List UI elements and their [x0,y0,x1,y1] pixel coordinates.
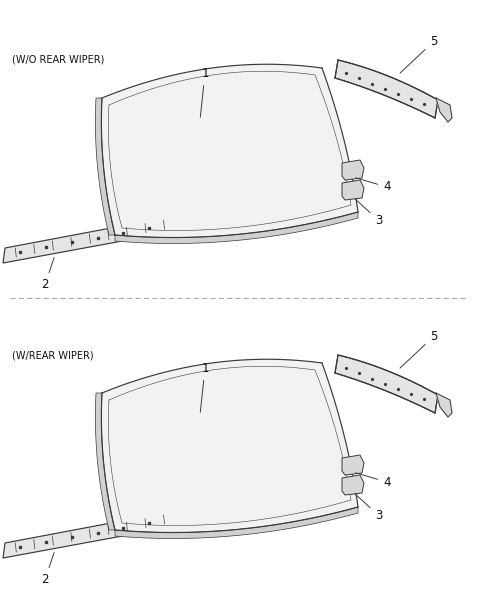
Text: 3: 3 [355,494,383,522]
Polygon shape [342,160,364,180]
Polygon shape [101,64,358,237]
Polygon shape [115,507,358,538]
Polygon shape [3,215,182,263]
Polygon shape [101,359,358,532]
Text: 5: 5 [400,330,437,368]
Text: (W/REAR WIPER): (W/REAR WIPER) [12,350,94,360]
Text: 2: 2 [41,552,54,586]
Polygon shape [342,455,364,475]
Text: 1: 1 [200,67,209,117]
Text: 3: 3 [355,199,383,227]
Text: 5: 5 [400,35,437,73]
Text: 4: 4 [356,473,391,488]
Polygon shape [436,393,452,417]
Text: (W/O REAR WIPER): (W/O REAR WIPER) [12,55,104,65]
Polygon shape [115,212,358,243]
Text: 1: 1 [200,362,209,412]
Polygon shape [335,60,438,118]
Polygon shape [342,180,364,200]
Polygon shape [342,475,364,495]
Polygon shape [96,98,115,235]
Polygon shape [436,98,452,122]
Text: 4: 4 [356,178,391,194]
Polygon shape [335,355,438,413]
Polygon shape [96,393,115,530]
Text: 2: 2 [41,257,54,291]
Polygon shape [3,510,182,558]
